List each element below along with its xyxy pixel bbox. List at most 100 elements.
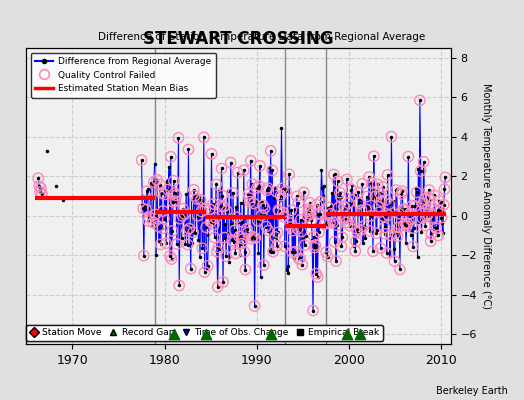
Point	[37, 185, 45, 191]
Point	[432, 225, 440, 232]
Point	[234, 169, 242, 176]
Point	[383, 250, 391, 256]
Point	[402, 223, 411, 229]
Point	[211, 234, 219, 241]
Point	[196, 196, 205, 203]
Point	[322, 249, 330, 256]
Point	[259, 202, 267, 208]
Point	[214, 244, 223, 250]
Point	[305, 208, 313, 214]
Point	[440, 186, 449, 192]
Point	[249, 200, 258, 207]
Point	[384, 212, 392, 218]
Point	[162, 240, 170, 246]
Point	[333, 178, 342, 184]
Point	[423, 211, 432, 218]
Point	[313, 202, 321, 208]
Point	[170, 190, 179, 196]
Point	[160, 216, 168, 222]
Point	[260, 205, 269, 211]
Point	[363, 193, 371, 200]
Point	[244, 191, 253, 197]
Point	[246, 158, 255, 164]
Point	[295, 256, 303, 262]
Point	[341, 215, 350, 222]
Point	[187, 266, 195, 272]
Point	[241, 266, 249, 273]
Point	[250, 303, 259, 309]
Point	[399, 206, 407, 213]
Point	[376, 245, 385, 251]
Point	[221, 234, 229, 241]
Point	[156, 181, 164, 188]
Point	[307, 217, 315, 223]
Point	[424, 194, 432, 200]
Point	[170, 331, 178, 337]
Point	[271, 234, 279, 240]
Point	[422, 207, 430, 213]
Point	[404, 153, 412, 160]
Point	[381, 231, 389, 237]
Point	[338, 234, 346, 240]
Point	[185, 225, 193, 232]
Point	[334, 204, 343, 211]
Point	[267, 331, 275, 337]
Point	[247, 236, 256, 242]
Point	[377, 198, 386, 204]
Point	[274, 207, 282, 213]
Point	[315, 229, 323, 235]
Point	[371, 193, 379, 200]
Point	[401, 220, 409, 226]
Point	[433, 206, 442, 213]
Point	[143, 188, 151, 194]
Point	[254, 218, 262, 224]
Point	[157, 190, 166, 196]
Point	[343, 176, 351, 183]
Point	[347, 186, 356, 193]
Point	[285, 171, 293, 178]
Point	[340, 204, 348, 210]
Point	[369, 153, 378, 160]
Point	[304, 206, 313, 212]
Point	[312, 270, 320, 277]
Point	[392, 187, 400, 193]
Point	[351, 248, 359, 254]
Point	[430, 192, 439, 199]
Point	[183, 228, 191, 234]
Point	[248, 181, 256, 187]
Point	[149, 219, 157, 226]
Point	[340, 204, 348, 210]
Point	[259, 262, 268, 268]
Point	[178, 213, 187, 219]
Point	[358, 181, 366, 187]
Point	[200, 269, 209, 275]
Point	[330, 239, 339, 245]
Point	[255, 183, 264, 189]
Point	[375, 209, 384, 216]
Point	[366, 213, 375, 219]
Point	[151, 211, 160, 218]
Point	[435, 207, 444, 214]
Point	[193, 196, 201, 202]
Point	[239, 236, 247, 242]
Point	[330, 171, 338, 178]
Point	[441, 174, 450, 180]
Point	[137, 157, 146, 163]
Point	[230, 239, 238, 245]
Point	[243, 226, 251, 232]
Point	[223, 208, 231, 214]
Point	[170, 178, 178, 184]
Point	[287, 224, 295, 230]
Point	[222, 253, 231, 259]
Point	[385, 201, 394, 207]
Point	[169, 199, 177, 205]
Point	[159, 208, 167, 214]
Point	[344, 200, 353, 206]
Point	[206, 219, 215, 225]
Point	[213, 284, 222, 290]
Text: Berkeley Earth: Berkeley Earth	[436, 386, 508, 396]
Point	[289, 227, 297, 234]
Point	[397, 191, 406, 197]
Point	[372, 230, 380, 236]
Point	[167, 154, 175, 160]
